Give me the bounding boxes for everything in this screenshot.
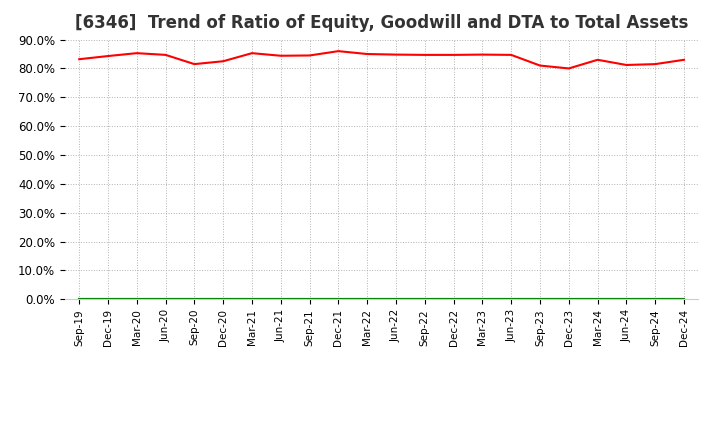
Line: Equity: Equity [79, 51, 684, 69]
Goodwill [363, 297, 372, 302]
Deferred Tax Assets [305, 297, 314, 302]
Equity [622, 62, 631, 68]
Deferred Tax Assets [132, 297, 141, 302]
Deferred Tax Assets [651, 297, 660, 302]
Deferred Tax Assets [190, 297, 199, 302]
Deferred Tax Assets [507, 297, 516, 302]
Goodwill [622, 297, 631, 302]
Equity [449, 52, 458, 58]
Goodwill [334, 297, 343, 302]
Equity [190, 62, 199, 67]
Deferred Tax Assets [248, 297, 256, 302]
Equity [104, 53, 112, 59]
Goodwill [593, 297, 602, 302]
Goodwill [478, 297, 487, 302]
Goodwill [219, 297, 228, 302]
Goodwill [248, 297, 256, 302]
Deferred Tax Assets [478, 297, 487, 302]
Deferred Tax Assets [276, 297, 285, 302]
Deferred Tax Assets [622, 297, 631, 302]
Goodwill [564, 297, 573, 302]
Equity [219, 59, 228, 64]
Equity [276, 53, 285, 59]
Goodwill [680, 297, 688, 302]
Goodwill [651, 297, 660, 302]
Goodwill [190, 297, 199, 302]
Deferred Tax Assets [564, 297, 573, 302]
Equity [305, 53, 314, 58]
Deferred Tax Assets [161, 297, 170, 302]
Equity [75, 57, 84, 62]
Goodwill [132, 297, 141, 302]
Title: [6346]  Trend of Ratio of Equity, Goodwill and DTA to Total Assets: [6346] Trend of Ratio of Equity, Goodwil… [75, 15, 688, 33]
Deferred Tax Assets [334, 297, 343, 302]
Deferred Tax Assets [392, 297, 400, 302]
Deferred Tax Assets [536, 297, 544, 302]
Goodwill [420, 297, 429, 302]
Equity [420, 52, 429, 58]
Equity [564, 66, 573, 71]
Goodwill [507, 297, 516, 302]
Deferred Tax Assets [219, 297, 228, 302]
Equity [680, 57, 688, 62]
Equity [161, 52, 170, 58]
Deferred Tax Assets [449, 297, 458, 302]
Equity [478, 52, 487, 57]
Goodwill [161, 297, 170, 302]
Equity [392, 52, 400, 57]
Goodwill [392, 297, 400, 302]
Equity [248, 51, 256, 56]
Goodwill [536, 297, 544, 302]
Deferred Tax Assets [75, 297, 84, 302]
Goodwill [449, 297, 458, 302]
Equity [536, 63, 544, 68]
Equity [334, 48, 343, 54]
Goodwill [276, 297, 285, 302]
Equity [363, 51, 372, 57]
Deferred Tax Assets [593, 297, 602, 302]
Equity [132, 51, 141, 56]
Deferred Tax Assets [363, 297, 372, 302]
Goodwill [104, 297, 112, 302]
Deferred Tax Assets [104, 297, 112, 302]
Equity [507, 52, 516, 58]
Goodwill [305, 297, 314, 302]
Equity [593, 57, 602, 62]
Equity [651, 62, 660, 67]
Goodwill [75, 297, 84, 302]
Deferred Tax Assets [420, 297, 429, 302]
Deferred Tax Assets [680, 297, 688, 302]
